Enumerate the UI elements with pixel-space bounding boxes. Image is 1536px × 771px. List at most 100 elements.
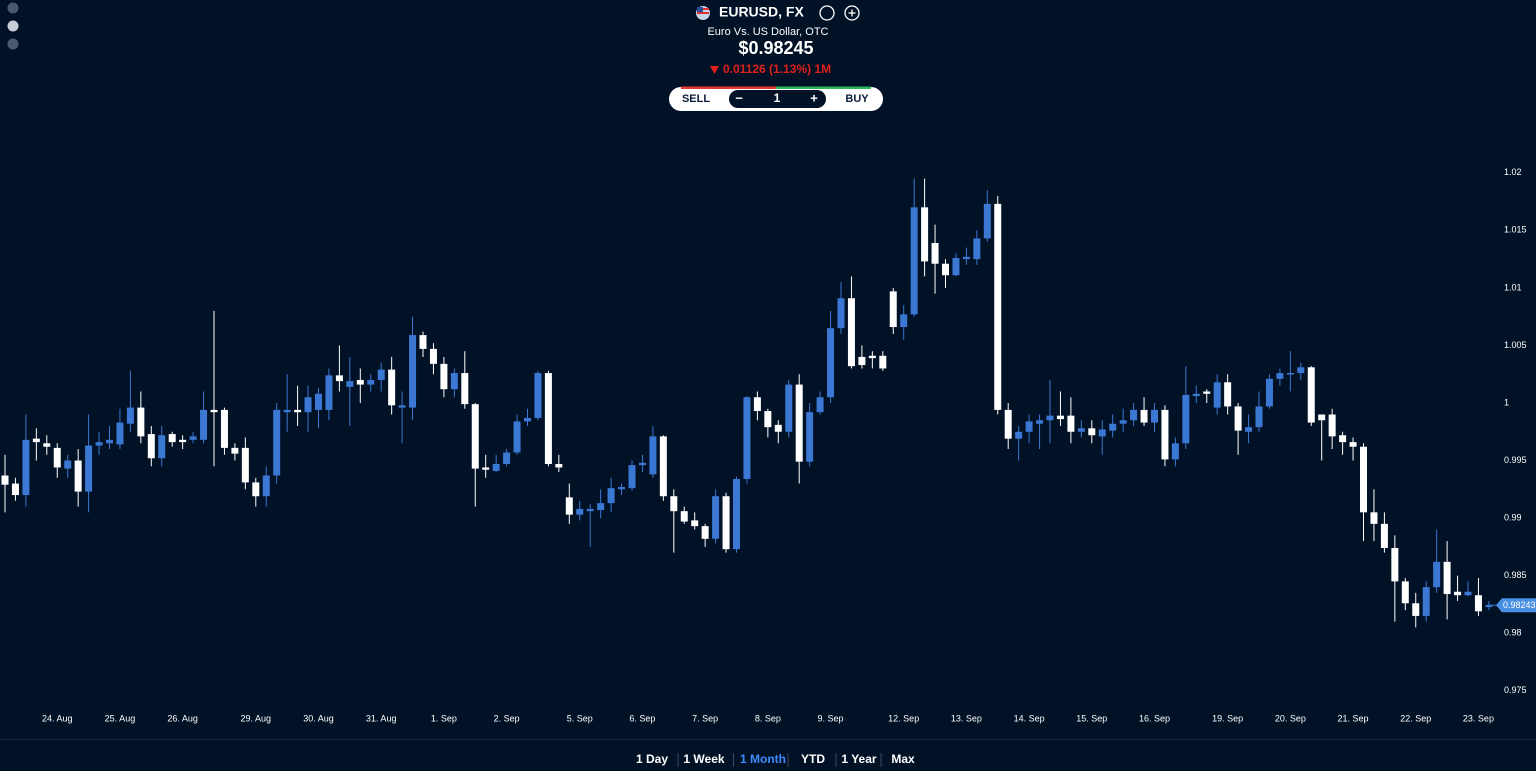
candle-body: [1130, 409, 1138, 421]
range-button[interactable]: 1 Month: [740, 752, 786, 766]
range-button[interactable]: 1 Week: [683, 752, 724, 766]
candle-body: [889, 291, 897, 328]
candle-body: [837, 298, 845, 329]
candle-body: [1370, 512, 1378, 524]
range-button[interactable]: 1 Year: [841, 752, 876, 766]
y-tick-label: 1: [1504, 397, 1509, 407]
candle-body: [1213, 382, 1221, 408]
candle-body: [1422, 587, 1430, 616]
candle-body: [210, 409, 218, 413]
candle-body: [1098, 429, 1106, 437]
candle-body: [315, 393, 322, 410]
candle-body: [931, 243, 939, 264]
candle-body: [879, 355, 887, 369]
buy-button[interactable]: BUY: [845, 93, 869, 105]
candle-body: [1004, 409, 1012, 439]
candle-body: [691, 520, 699, 527]
candle-body: [994, 203, 1002, 410]
candle-body: [1443, 561, 1451, 595]
candle-body: [388, 369, 396, 406]
minus-button[interactable]: −: [735, 90, 743, 105]
candle-body: [1224, 382, 1232, 407]
range-selector: 1 Day 1 Week 1 Month YTD 1 Year Max: [636, 752, 915, 767]
candle-body: [377, 369, 385, 380]
candle-body: [586, 508, 594, 512]
candle-body: [858, 356, 866, 366]
x-tick-label: 8. Sep: [755, 713, 781, 723]
candle-body: [1454, 591, 1462, 596]
candle-body: [962, 256, 970, 260]
range-button[interactable]: YTD: [801, 752, 825, 766]
candle-body: [95, 442, 103, 446]
tool-icon[interactable]: [7, 2, 19, 14]
x-tick-label: 19. Sep: [1212, 713, 1243, 723]
candle-body: [147, 434, 155, 459]
candle-body: [1140, 409, 1148, 423]
sell-button[interactable]: SELL: [682, 93, 710, 105]
candle-body: [847, 298, 855, 367]
candle-body: [680, 511, 688, 522]
y-tick-label: 0.995: [1504, 455, 1527, 465]
x-tick-label: 2. Sep: [494, 713, 520, 723]
x-tick-label: 24. Aug: [42, 713, 73, 723]
candle-body: [722, 496, 730, 550]
range-button[interactable]: 1 Day: [636, 752, 668, 766]
candle-body: [346, 381, 354, 387]
x-tick-label: 22. Sep: [1400, 713, 1431, 723]
candle-body: [983, 203, 991, 239]
candle-body: [1412, 603, 1420, 616]
candle-body: [743, 397, 751, 479]
x-tick-label: 12. Sep: [888, 713, 919, 723]
candle-body: [43, 443, 51, 447]
candle-body: [11, 483, 19, 496]
candle-body: [1286, 373, 1294, 375]
candle-body: [816, 397, 824, 413]
candle-body: [555, 463, 563, 468]
candle-body: [764, 411, 772, 428]
candle-body: [1380, 523, 1388, 549]
plus-button[interactable]: +: [810, 90, 818, 105]
candle-body: [733, 478, 740, 550]
search-button[interactable]: [819, 5, 835, 21]
candle-body: [1485, 605, 1493, 608]
y-tick-label: 0.975: [1504, 685, 1527, 695]
candle-body: [429, 348, 437, 364]
candle-body: [524, 417, 531, 422]
x-tick-label: 16. Sep: [1139, 713, 1170, 723]
tool-icon[interactable]: [7, 38, 19, 50]
candle-body: [1339, 435, 1347, 443]
candle-body: [1036, 420, 1044, 424]
flag-canton: [697, 7, 703, 12]
candle-body: [273, 409, 281, 476]
candle-body: [1203, 391, 1211, 394]
candle-body: [1161, 409, 1169, 460]
candle-body: [534, 373, 542, 418]
x-tick-label: 21. Sep: [1338, 713, 1369, 723]
candle-body: [1391, 548, 1399, 582]
range-button[interactable]: Max: [891, 752, 915, 766]
candle-body: [200, 409, 208, 440]
candle-body: [753, 397, 761, 412]
last-price-label: 0.98243: [1503, 600, 1536, 610]
candle-body: [513, 421, 521, 453]
quantity-box: [729, 90, 826, 108]
candle-body: [1328, 414, 1336, 437]
candle-body: [1151, 409, 1158, 423]
candle-body: [1318, 414, 1326, 421]
candle-body: [1067, 415, 1075, 432]
add-button[interactable]: [844, 5, 860, 21]
flag-stripe: [697, 12, 709, 14]
quantity[interactable]: 1: [774, 91, 781, 105]
candle-body: [1433, 561, 1441, 588]
candle-body: [450, 373, 458, 390]
tool-icon[interactable]: [7, 20, 19, 32]
candle-body: [1265, 378, 1273, 407]
candle-body: [1401, 581, 1409, 604]
candle-body: [22, 439, 30, 496]
last-price-tag: [1496, 598, 1536, 613]
candle-body: [1015, 431, 1023, 439]
candle-body: [252, 482, 260, 497]
candle-body: [1, 475, 9, 485]
candle-body: [220, 409, 228, 448]
candle-body: [868, 355, 876, 359]
